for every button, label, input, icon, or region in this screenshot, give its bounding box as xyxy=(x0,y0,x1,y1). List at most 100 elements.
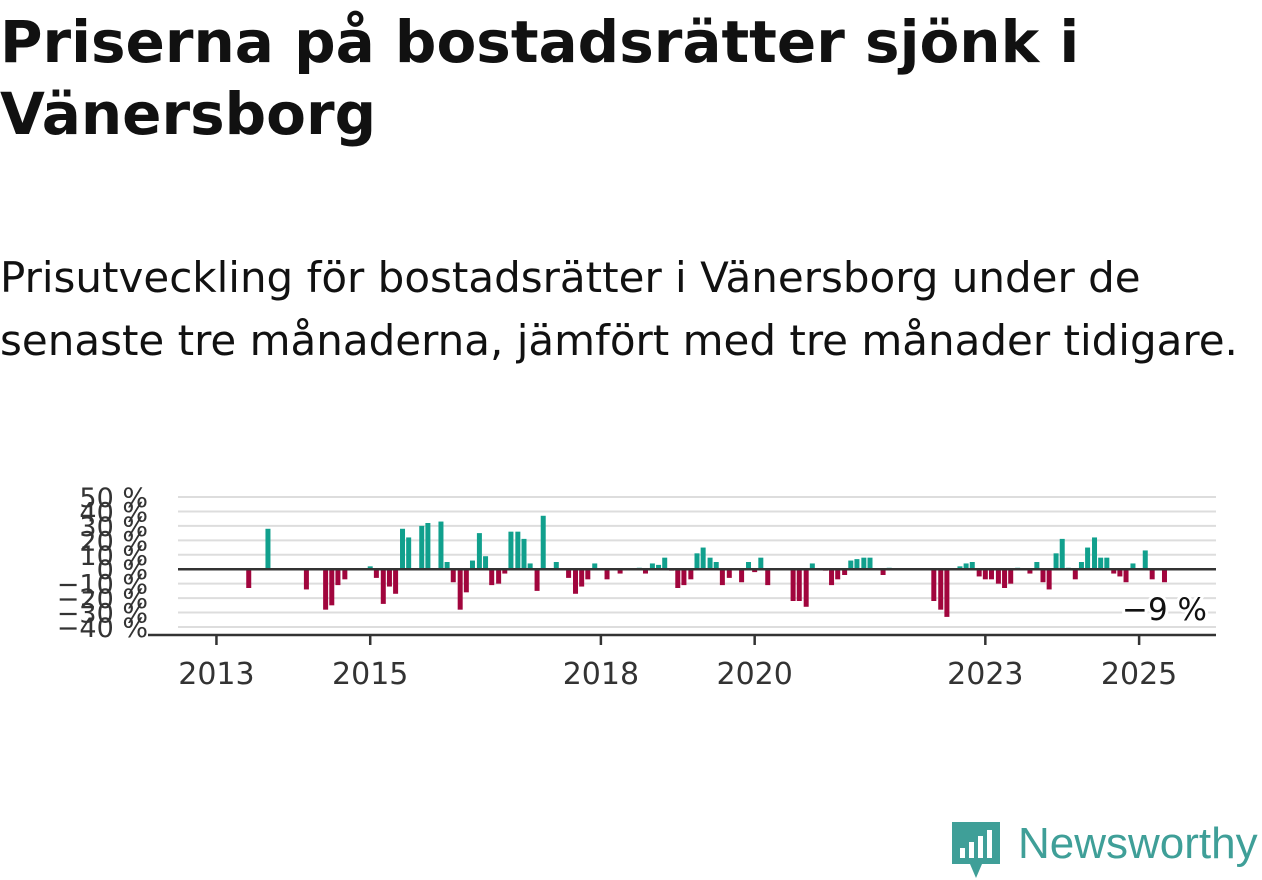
bar xyxy=(476,533,482,570)
bar xyxy=(842,569,848,575)
bar xyxy=(508,531,514,570)
bar xyxy=(1104,557,1110,570)
bar xyxy=(995,569,1001,584)
bar xyxy=(938,569,944,610)
bar xyxy=(419,525,425,570)
bar xyxy=(1130,563,1136,570)
bar xyxy=(1072,569,1078,580)
bar xyxy=(809,563,815,570)
bar xyxy=(976,569,982,577)
bar xyxy=(329,569,335,606)
bar xyxy=(790,569,796,601)
bar xyxy=(393,569,399,594)
bar xyxy=(854,559,860,570)
bar xyxy=(765,569,771,586)
bar xyxy=(265,528,271,570)
bar xyxy=(335,569,341,586)
bar xyxy=(406,537,412,570)
bar xyxy=(400,528,406,570)
bar xyxy=(1053,553,1059,570)
bar xyxy=(719,569,725,586)
bar xyxy=(457,569,463,610)
bar xyxy=(726,569,732,578)
bar xyxy=(1085,547,1091,570)
x-tick-label: 2018 xyxy=(563,657,639,692)
bar xyxy=(534,569,540,591)
y-tick-label: 0 % xyxy=(97,555,148,586)
bar xyxy=(700,547,706,570)
bar xyxy=(1092,537,1098,570)
x-tick-label: 2023 xyxy=(947,657,1023,692)
bar-chart: 50 %40 %30 %20 %10 %0 %−10 %−20 %−30 %−4… xyxy=(57,483,1216,692)
bar xyxy=(585,569,591,580)
y-tick-label: 40 % xyxy=(79,497,148,528)
page-title: Priserna på bostadsrätter sjönk i Väners… xyxy=(0,8,1080,148)
bar xyxy=(1002,569,1008,588)
x-tick-label: 2013 xyxy=(178,657,254,692)
bar xyxy=(527,563,533,570)
bar xyxy=(438,521,444,570)
bar xyxy=(1034,562,1040,570)
bar xyxy=(707,557,713,570)
bar xyxy=(1142,550,1148,570)
bar xyxy=(483,556,489,570)
bar xyxy=(373,569,379,578)
bar xyxy=(515,531,521,570)
y-tick-label: −30 % xyxy=(57,599,148,630)
bar xyxy=(489,569,495,586)
bar xyxy=(323,569,329,610)
y-tick-label: −20 % xyxy=(57,584,148,615)
bar xyxy=(796,569,802,601)
y-tick-label: 50 % xyxy=(79,483,148,514)
bar xyxy=(835,569,841,580)
bar xyxy=(579,569,585,587)
y-tick-label: −10 % xyxy=(57,570,148,601)
bar xyxy=(1008,569,1014,584)
bar xyxy=(656,564,662,570)
bar xyxy=(303,569,309,590)
bar xyxy=(1123,569,1129,583)
y-tick-label: 30 % xyxy=(79,512,148,543)
y-tick-label: 10 % xyxy=(79,541,148,572)
bar xyxy=(931,569,937,601)
bar xyxy=(1059,538,1065,570)
bar xyxy=(1117,569,1123,577)
y-tick-label: 20 % xyxy=(79,526,148,557)
bar xyxy=(694,553,700,570)
bar xyxy=(848,560,854,570)
x-tick-label: 2025 xyxy=(1101,657,1177,692)
bar xyxy=(617,569,623,574)
bar xyxy=(553,562,559,570)
bar xyxy=(425,523,431,570)
bar xyxy=(604,569,610,580)
bar xyxy=(592,563,598,570)
bar xyxy=(969,562,975,570)
bar xyxy=(1027,569,1033,574)
bar xyxy=(752,569,758,573)
bar xyxy=(1098,557,1104,570)
bar xyxy=(1040,569,1046,583)
bar xyxy=(1149,569,1155,580)
bar xyxy=(496,569,502,584)
bar xyxy=(380,569,386,604)
bar xyxy=(1078,562,1084,570)
bar xyxy=(944,569,950,617)
bar xyxy=(642,569,648,574)
bar xyxy=(1046,569,1052,590)
bar xyxy=(803,569,809,607)
bar xyxy=(1161,569,1167,583)
newsworthy-logo-icon xyxy=(952,822,1000,878)
x-tick-label: 2015 xyxy=(332,657,408,692)
bar xyxy=(342,569,348,580)
bar xyxy=(739,569,745,583)
bar xyxy=(367,566,373,570)
bar xyxy=(963,563,969,570)
chart-subtitle: Prisutveckling för bostadsrätter i Väner… xyxy=(0,253,1238,365)
bar xyxy=(688,569,694,580)
bar xyxy=(746,562,752,570)
bar xyxy=(982,569,988,580)
brand-name: Newsworthy xyxy=(1018,819,1258,868)
bar xyxy=(649,563,655,570)
x-tick-label: 2020 xyxy=(716,657,792,692)
last-value-label: −9 % xyxy=(1122,592,1207,628)
